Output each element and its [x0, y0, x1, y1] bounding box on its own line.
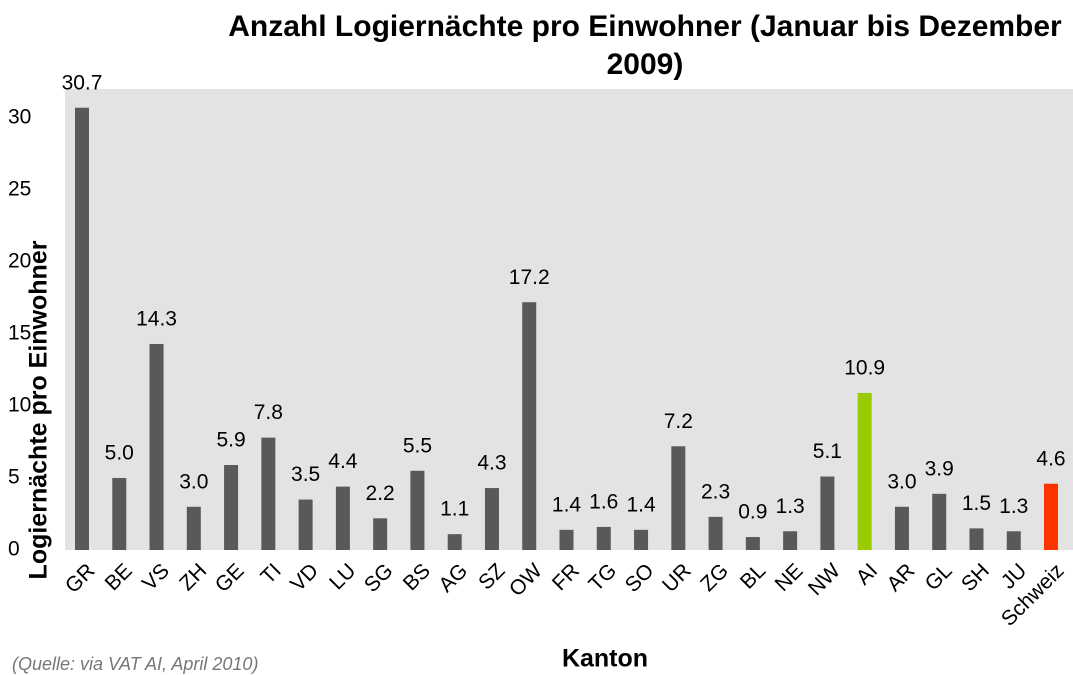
bar: [932, 493, 947, 550]
bar: [634, 529, 649, 550]
plot-area: [65, 89, 1073, 550]
x-tick-label: GL: [921, 559, 957, 595]
x-tick-label: VD: [286, 559, 323, 596]
bar: [745, 537, 760, 550]
x-tick-label: BL: [736, 559, 770, 593]
y-tick-label: 15: [8, 321, 31, 344]
bar: [149, 343, 164, 550]
value-label: 1.3: [999, 495, 1028, 518]
bar: [783, 531, 798, 550]
x-tick-label: AI: [852, 559, 882, 589]
value-label: 2.3: [701, 480, 730, 503]
value-label: 1.5: [962, 492, 991, 515]
value-label: 5.0: [105, 442, 134, 465]
bar: [522, 302, 537, 550]
value-label: 7.8: [254, 401, 283, 424]
bar: [708, 516, 723, 550]
value-label: 17.2: [509, 266, 550, 289]
bar: [186, 506, 201, 550]
x-tick-label: SZ: [474, 559, 509, 594]
y-tick-label: 30: [8, 105, 31, 128]
x-tick-label: TI: [256, 559, 285, 588]
value-label: 4.6: [1036, 447, 1065, 470]
x-tick-label: ZG: [696, 559, 733, 596]
bar: [410, 470, 425, 550]
x-tick-label: ZH: [175, 559, 211, 595]
value-label: 5.9: [216, 429, 245, 452]
y-axis-label: Logiernächte pro Einwohner: [25, 240, 53, 579]
x-tick-label: VS: [138, 559, 174, 595]
y-tick-label: 0: [8, 538, 20, 561]
value-label: 10.9: [844, 357, 885, 380]
y-tick-label: 10: [8, 393, 31, 416]
value-label: 14.3: [136, 308, 177, 331]
bar: [857, 392, 872, 550]
chart-title: Anzahl Logiernächte pro Einwohner (Janua…: [228, 10, 1062, 81]
x-tick-label: TG: [584, 559, 621, 596]
value-label: 0.9: [738, 501, 767, 524]
value-label: 3.5: [291, 463, 320, 486]
value-label: 3.9: [925, 457, 954, 480]
x-tick-label: SO: [621, 559, 659, 597]
x-tick-label: NE: [771, 559, 808, 596]
bar: [261, 437, 276, 550]
x-tick-label: SG: [360, 559, 398, 597]
y-tick-label: 20: [8, 249, 31, 272]
value-label: 5.5: [403, 434, 432, 457]
value-label: 7.2: [664, 410, 693, 433]
bar: [112, 477, 127, 550]
x-tick-label: GE: [211, 559, 249, 597]
x-tick-label: BE: [101, 559, 137, 595]
value-label: 1.3: [776, 495, 805, 518]
bar: [596, 526, 611, 550]
value-label: 5.1: [813, 440, 842, 463]
bar: [484, 488, 499, 550]
value-label: 4.4: [328, 450, 358, 473]
x-tick-label: BS: [399, 559, 435, 595]
source: (Quelle: via VAT AI, April 2010): [12, 654, 258, 674]
bar: [75, 107, 89, 551]
bar: [335, 486, 350, 550]
x-tick-label: LU: [325, 559, 360, 594]
bar: [298, 499, 313, 550]
bar: [373, 518, 388, 550]
value-label: 1.6: [589, 490, 618, 513]
x-tick-label: UR: [658, 559, 696, 597]
value-label: 4.3: [477, 452, 506, 475]
value-label: 1.4: [552, 493, 582, 516]
bar: [224, 465, 239, 550]
value-label: 1.4: [626, 493, 656, 516]
x-tick-label: OW: [505, 559, 547, 601]
value-label: 3.0: [887, 470, 916, 493]
bar: [559, 529, 574, 550]
y-tick-label: 25: [8, 177, 31, 200]
x-tick-label: GR: [61, 559, 100, 598]
bar: [671, 446, 686, 550]
y-tick-label: 5: [8, 466, 20, 489]
x-tick-label: SH: [957, 559, 994, 596]
bar: [1006, 531, 1021, 550]
value-label: 2.2: [366, 482, 395, 505]
value-label: 1.1: [440, 498, 469, 521]
x-tick-label: AG: [434, 559, 472, 597]
x-tick-label: AR: [882, 559, 919, 596]
value-label: 30.7: [62, 71, 103, 94]
x-axis-label: Kanton: [562, 645, 648, 673]
x-tick-label: NW: [804, 559, 845, 600]
bar: [894, 506, 909, 550]
value-label: 3.0: [179, 470, 208, 493]
bar: [447, 534, 462, 550]
bar: [969, 528, 984, 550]
bar: [1044, 483, 1059, 550]
bar: [820, 476, 835, 550]
x-tick-label: FR: [548, 559, 584, 595]
